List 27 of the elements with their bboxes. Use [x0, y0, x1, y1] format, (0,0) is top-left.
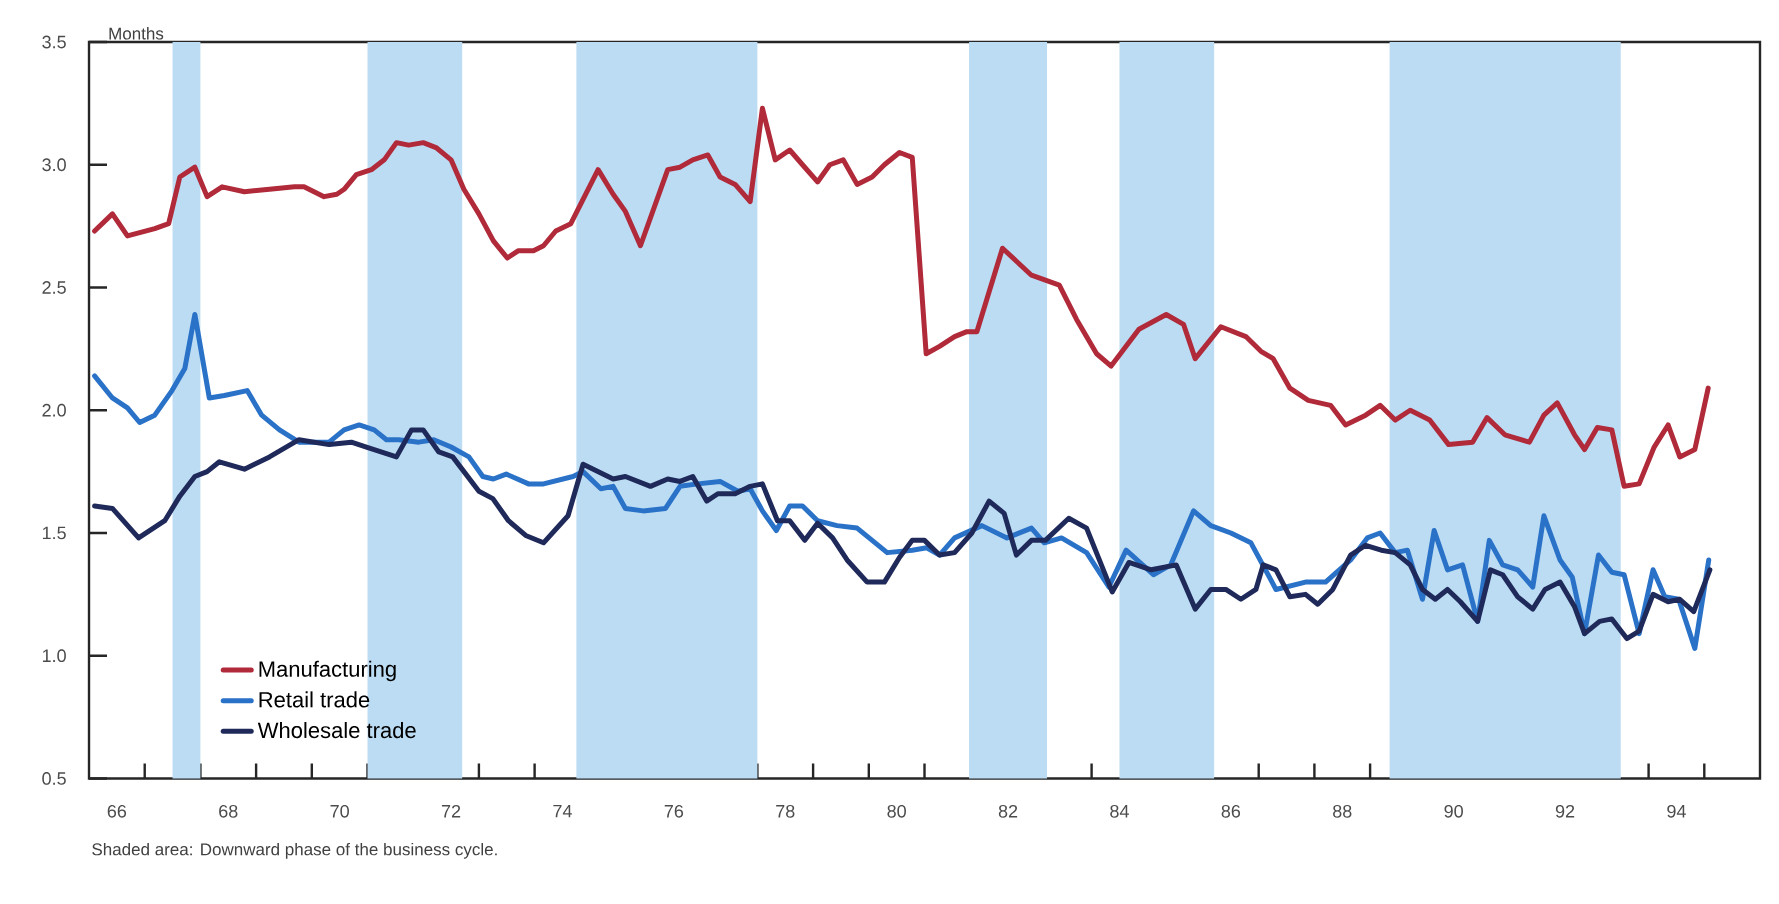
legend-label: Wholesale trade — [257, 722, 416, 739]
x-tick-label: 86 — [1221, 804, 1241, 818]
y-tick-label: 3.5 — [42, 35, 66, 49]
x-tick-label: 88 — [1333, 804, 1352, 818]
x-tick-label: 66 — [107, 804, 127, 818]
y-tick-label: 2.5 — [42, 281, 66, 294]
x-tick-label: 70 — [330, 804, 349, 818]
x-tick-label: 94 — [1667, 804, 1686, 818]
x-tick-label: 84 — [1110, 804, 1129, 818]
y-tick-label: 1.5 — [42, 526, 66, 540]
y-tick-label: 1.0 — [42, 649, 66, 663]
x-tick-label: 72 — [441, 804, 461, 818]
x-tick-label: 76 — [664, 804, 684, 818]
x-tick-label: 78 — [776, 804, 795, 818]
y-axis-title: Months — [109, 27, 164, 40]
y-tick-label: 0.5 — [42, 772, 66, 785]
y-tick-label: 2.0 — [42, 403, 66, 417]
text: Shaded area: Downward phase of the business cycle. — [92, 842, 497, 859]
x-tick-label: 90 — [1444, 804, 1463, 818]
x-tick-label: 68 — [219, 804, 238, 818]
legend-label: Retail trade — [259, 691, 370, 708]
x-tick-label: 74 — [553, 804, 572, 818]
y-tick-label: 3.0 — [42, 158, 66, 172]
legend-label: Manufacturing — [259, 660, 396, 682]
x-tick-label: 82 — [998, 804, 1018, 818]
x-tick-label: 80 — [887, 804, 906, 818]
x-tick-label: 92 — [1555, 804, 1575, 818]
